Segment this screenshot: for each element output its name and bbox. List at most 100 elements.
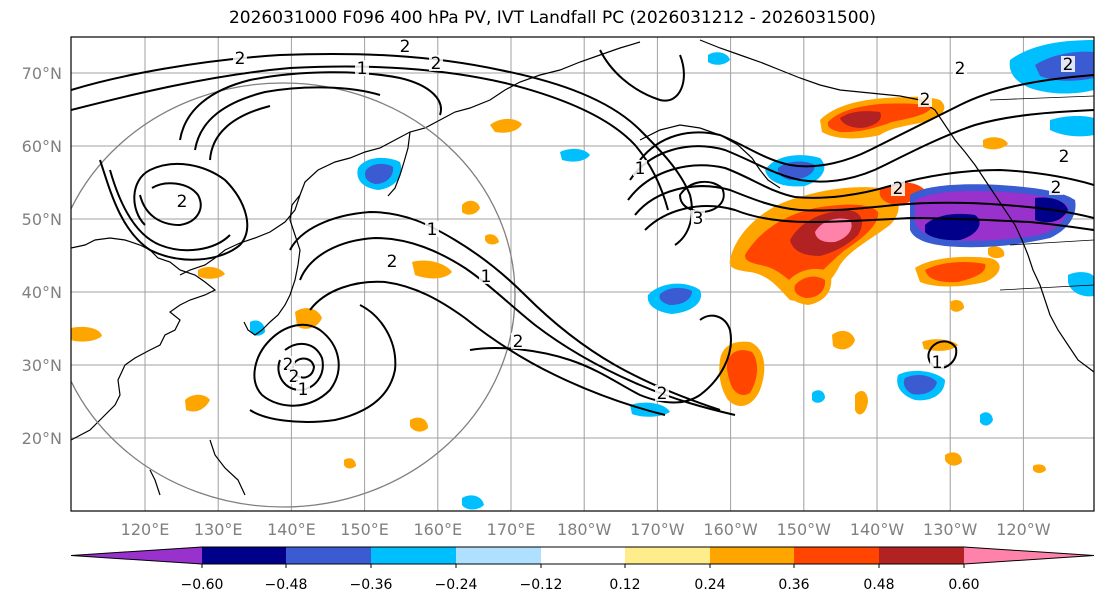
- latitude-label: 40°N: [22, 283, 62, 302]
- contour-label-bg: [891, 180, 905, 196]
- contour-label: 2: [1059, 147, 1070, 167]
- colorbar-tick-label: −0.12: [520, 577, 563, 593]
- contour-label-bg: [233, 50, 247, 66]
- pc-small-7: [250, 320, 265, 336]
- latitude-labels: 70°N 60°N 50°N 40°N 30°N 20°N: [22, 64, 62, 448]
- pc-pos-60n-core: [840, 111, 881, 128]
- longitude-label: 130°E: [194, 520, 243, 539]
- contour-label: 2: [893, 179, 904, 199]
- contour-label-bg: [930, 354, 944, 370]
- pc-small-17: [980, 412, 993, 426]
- pc-small-16: [812, 390, 825, 403]
- contour-label: 2: [283, 355, 294, 375]
- contour-label-bg: [655, 385, 669, 401]
- colorbar-tick-labels: −0.60 −0.48 −0.36 −0.24 −0.12 0.12 0.24 0.36 0.4…: [181, 564, 980, 593]
- pc-small-14: [855, 390, 868, 415]
- longitude-label: 150°E: [340, 520, 389, 539]
- longitude-labels: 120°E 130°E 140°E 150°E 160°E 170°E 180°W 170°W…: [121, 520, 1051, 539]
- contour-label: 2: [1063, 55, 1074, 75]
- colorbar-swatch: [541, 547, 625, 564]
- colorbar-swatch: [794, 547, 879, 564]
- pc-neg-25n-core: [903, 374, 937, 395]
- pc-neg-48-a: [925, 213, 980, 241]
- contour-label-bg: [429, 55, 443, 71]
- graticule: [71, 37, 1094, 511]
- colorbar-tick-label: 0.12: [609, 577, 640, 593]
- latitude-label: 60°N: [22, 137, 62, 156]
- latitude-label: 50°N: [22, 210, 62, 229]
- pc-small-5: [412, 260, 452, 279]
- colorbar-extend-max: [964, 547, 1094, 564]
- pc-small-24: [708, 52, 730, 65]
- contour-label: 1: [481, 267, 492, 287]
- pc-small-9: [410, 417, 428, 432]
- longitude-label: 160°E: [413, 520, 462, 539]
- contour-label: 1: [932, 353, 943, 373]
- pc-small-8: [185, 394, 210, 412]
- contour-label: 2: [400, 37, 411, 57]
- pc-small-18: [983, 137, 1008, 150]
- longitude-label: 180°W: [557, 520, 612, 539]
- contour-label: 2: [289, 367, 300, 387]
- pc-neg-ne-2: [1050, 115, 1094, 137]
- colorbar-swatch: [456, 547, 541, 564]
- landfall-radius-circle: [71, 82, 516, 508]
- longitude-label: 120°E: [121, 520, 170, 539]
- contour-label: 1: [635, 159, 646, 179]
- pc-small-25: [950, 300, 964, 312]
- colorbar-tick-label: −0.48: [265, 577, 308, 593]
- contour-label: 2: [920, 90, 931, 110]
- colorbar-tick-label: −0.36: [350, 577, 393, 593]
- contour-label: 2: [657, 384, 668, 404]
- contour-label: 2: [1051, 178, 1062, 198]
- pc-small-22: [1033, 464, 1046, 473]
- contour-label: 2: [235, 49, 246, 69]
- pc-small-11: [198, 266, 225, 279]
- contour-label: 2: [431, 54, 442, 74]
- contour-label-bg: [425, 221, 439, 237]
- pc-small-19: [1068, 272, 1094, 297]
- pc-small-13: [832, 330, 855, 350]
- colorbar: [70, 546, 1095, 565]
- latitude-label: 30°N: [22, 356, 62, 375]
- longitude-label: 150°W: [777, 520, 832, 539]
- contour-label-bg: [1057, 148, 1071, 164]
- latitude-label: 20°N: [22, 429, 62, 448]
- contour-label-bg: [287, 368, 301, 384]
- contour-label-bg: [398, 38, 412, 54]
- contour-label: 2: [177, 192, 188, 212]
- pc-pos-45n-core: [794, 276, 826, 298]
- contour-label-bg: [633, 160, 647, 176]
- colorbar-swatch: [371, 547, 456, 564]
- contour-label-bg: [1061, 56, 1075, 72]
- colorbar-tick-label: 0.60: [948, 577, 979, 593]
- contour-label: 2: [513, 332, 524, 352]
- contour-label-bg: [511, 333, 525, 349]
- longitude-label: 160°W: [703, 520, 758, 539]
- pc-small-20: [462, 495, 484, 510]
- colorbar-swatch: [625, 547, 710, 564]
- colorbar-tick-label: −0.60: [181, 577, 224, 593]
- colorbar-swatch: [286, 547, 371, 564]
- contour-label-bg: [355, 60, 369, 76]
- pc-small-6: [295, 308, 322, 329]
- pc-neg-kamchatka-core: [365, 163, 394, 184]
- longitude-label: 140°W: [850, 520, 905, 539]
- contour-label-bg: [953, 60, 967, 76]
- contour-label: 2: [387, 252, 398, 272]
- map-border: [70, 36, 1095, 512]
- pc-small-4: [485, 234, 499, 245]
- contour-label-bg: [1049, 179, 1063, 195]
- contour-label: 3: [693, 209, 704, 229]
- colorbar-swatch: [710, 547, 794, 564]
- longitude-label: 170°W: [630, 520, 685, 539]
- pc-small-10: [71, 326, 102, 342]
- latitude-label: 70°N: [22, 64, 62, 83]
- contour-label: 1: [357, 59, 368, 79]
- pc-pos-40n-core: [925, 262, 986, 283]
- contour-label-bg: [918, 91, 932, 107]
- colorbar-swatch: [879, 547, 964, 564]
- contour-label-bg: [385, 253, 399, 269]
